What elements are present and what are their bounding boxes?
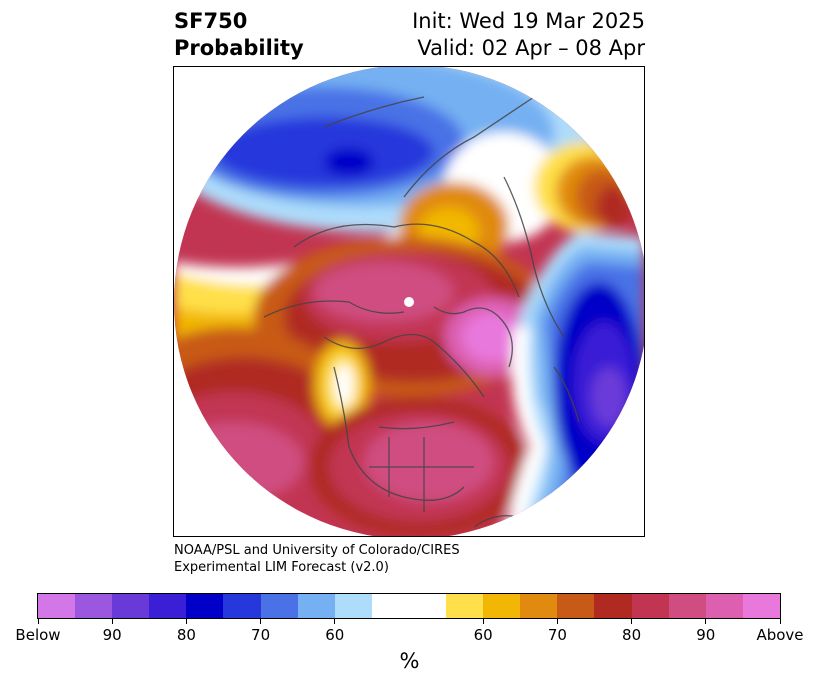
colorbar-units: % <box>399 649 420 673</box>
colorbar-tick <box>482 619 484 624</box>
probability-field <box>174 67 644 536</box>
colorbar-below-segment <box>38 594 76 618</box>
colorbar-tick <box>779 619 781 624</box>
colorbar-labels: Below 90 80 70 60 60 70 80 90 Above <box>0 626 819 646</box>
colorbar-tick <box>556 619 558 624</box>
colorbar-above-segment <box>483 594 521 618</box>
colorbar-tick <box>334 619 336 624</box>
colorbar-label: Above <box>756 626 804 644</box>
colorbar-above-segment <box>594 594 632 618</box>
colorbar-below-segment <box>149 594 187 618</box>
polar-map <box>173 66 645 537</box>
colorbar-label: 80 <box>176 626 196 644</box>
colorbar-below-segment <box>297 594 335 618</box>
colorbar-above-segment <box>705 594 743 618</box>
title-type: Probability <box>174 36 304 60</box>
colorbar-tick <box>705 619 707 624</box>
colorbar-tick <box>631 619 633 624</box>
colorbar-below-segment <box>75 594 113 618</box>
colorbar-below-segment <box>223 594 261 618</box>
colorbar-label: 90 <box>696 626 716 644</box>
colorbar-above-segment <box>446 594 484 618</box>
colorbar-label: 60 <box>473 626 493 644</box>
polar-map-svg <box>174 67 644 536</box>
colorbar-label: 80 <box>622 626 642 644</box>
title-variable: SF750 <box>174 9 248 33</box>
init-date: Init: Wed 19 Mar 2025 <box>412 9 645 33</box>
credit-line-2: Experimental LIM Forecast (v2.0) <box>174 560 389 575</box>
colorbar-above-segment <box>668 594 706 618</box>
colorbar-below-segment <box>186 594 224 618</box>
forecast-dates: Init: Wed 19 Mar 2025 Valid: 02 Apr – 08… <box>380 8 645 62</box>
credit-line-1: NOAA/PSL and University of Colorado/CIRE… <box>174 543 460 558</box>
colorbar-below-segment <box>334 594 372 618</box>
colorbar-tick <box>260 619 262 624</box>
colorbar-above-segment <box>742 594 780 618</box>
colorbar-tick <box>185 619 187 624</box>
colorbar <box>37 593 781 619</box>
colorbar-label: 60 <box>325 626 345 644</box>
map-title: SF750 Probability <box>174 8 304 62</box>
colorbar-neutral-segment <box>371 594 447 618</box>
valid-dates: Valid: 02 Apr – 08 Apr <box>417 36 645 60</box>
colorbar-label: 90 <box>102 626 122 644</box>
colorbar-label: 70 <box>251 626 271 644</box>
colorbar-label: Below <box>15 626 61 644</box>
colorbar-label: 70 <box>547 626 567 644</box>
colorbar-below-segment <box>260 594 298 618</box>
colorbar-above-segment <box>520 594 558 618</box>
colorbar-tick <box>37 619 39 624</box>
colorbar-tick <box>111 619 113 624</box>
colorbar-above-segment <box>631 594 669 618</box>
colorbar-above-segment <box>557 594 595 618</box>
credit-text: NOAA/PSL and University of Colorado/CIRE… <box>174 542 460 576</box>
colorbar-below-segment <box>112 594 150 618</box>
